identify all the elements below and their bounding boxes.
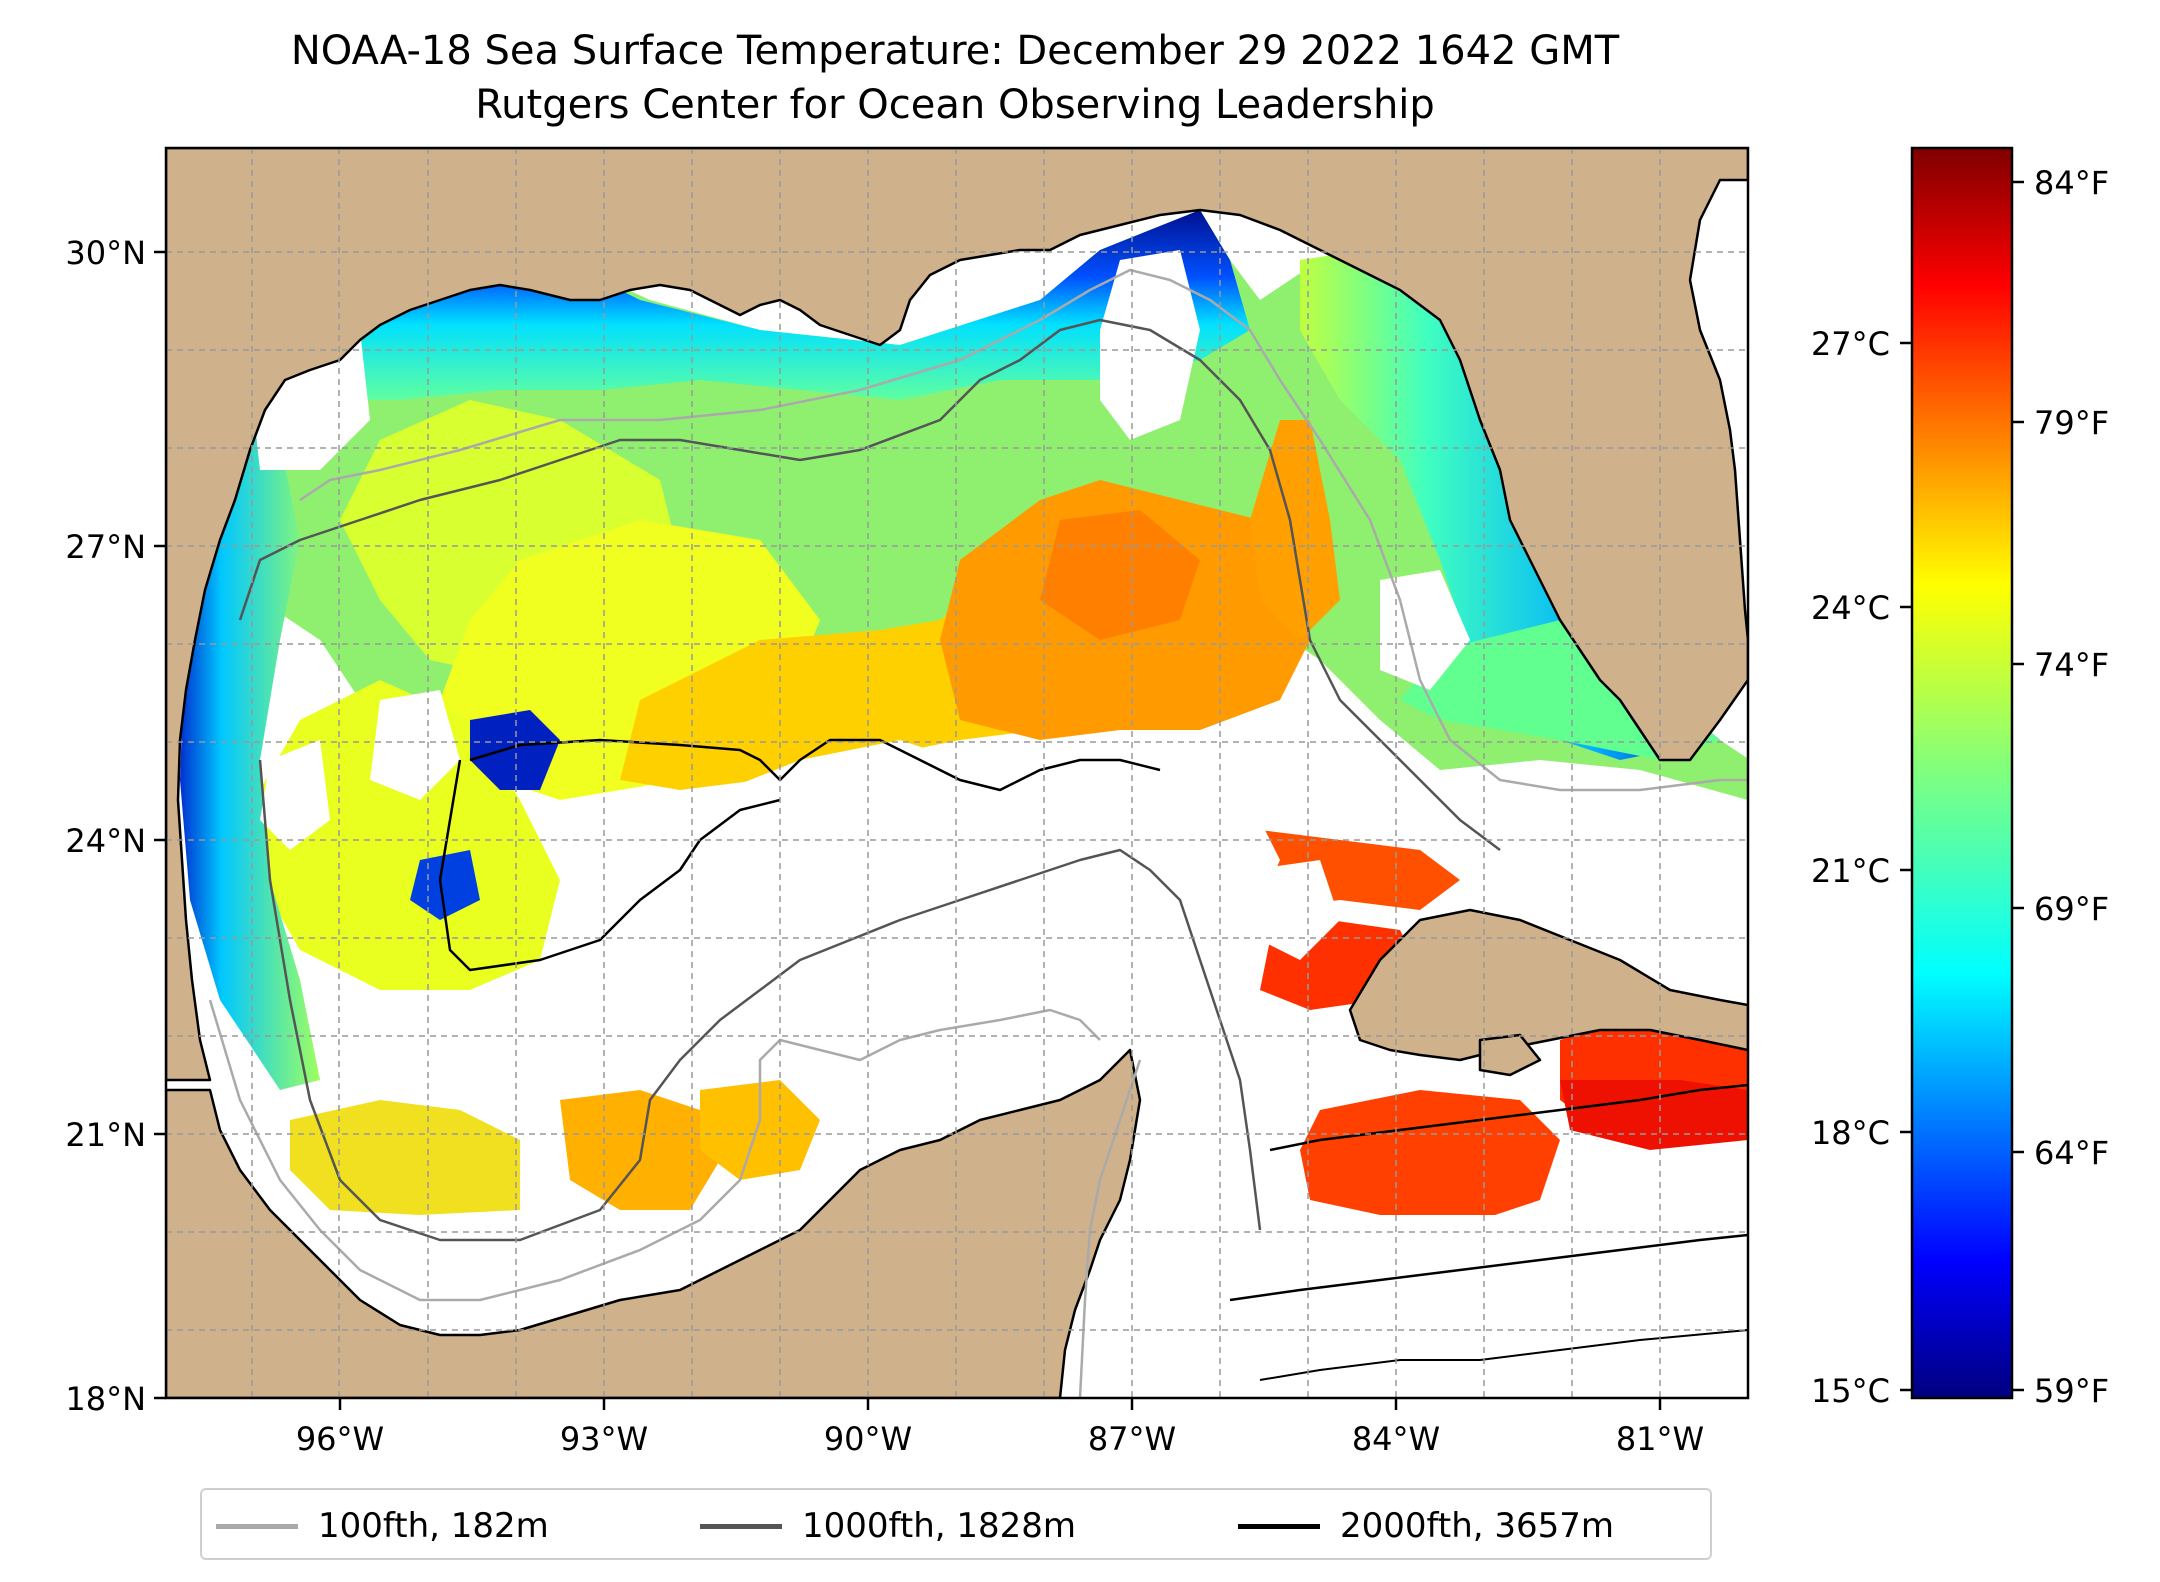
- legend-label: 1000fth, 1828m: [802, 1506, 1077, 1546]
- us-gulf-coast: [166, 148, 1748, 1082]
- map-frame: [164, 146, 1750, 1400]
- lat-tick-label: 30°N: [65, 234, 146, 272]
- fahrenheit-tick-label: 84°F: [2034, 164, 2109, 202]
- colorbar: [1910, 146, 2014, 1400]
- fahrenheit-ticks: [2012, 180, 2024, 1392]
- legend-item-1000fth: 1000fth, 1828m: [700, 1490, 1076, 1562]
- celsius-tick-label: 18°C: [1811, 1114, 1890, 1152]
- lat-tick-label: 24°N: [65, 822, 146, 860]
- legend-label: 2000fth, 3657m: [1340, 1506, 1615, 1546]
- land: [166, 148, 1748, 1398]
- lat-tick-label: 18°N: [65, 1380, 146, 1418]
- contour-2000fth: [469, 738, 1161, 792]
- lon-tick-label: 90°W: [824, 1420, 912, 1458]
- legend-item-2000fth: 2000fth, 3657m: [1238, 1490, 1614, 1562]
- lat-tick-label: 21°N: [65, 1116, 146, 1154]
- map-subtitle: Rutgers Center for Ocean Observing Leade…: [475, 82, 1435, 128]
- legend-swatch: [700, 1523, 782, 1529]
- celsius-tick-label: 24°C: [1811, 589, 1890, 627]
- celsius-ticks: [1900, 341, 1912, 1392]
- legend-swatch: [216, 1523, 298, 1529]
- legend-swatch: [1238, 1523, 1320, 1529]
- legend-label: 100fth, 182m: [318, 1506, 549, 1546]
- fahrenheit-tick-label: 74°F: [2034, 646, 2109, 684]
- lon-tick-label: 84°W: [1352, 1420, 1440, 1458]
- contour-100fth: [299, 268, 1748, 792]
- legend-item-100fth: 100fth, 182m: [216, 1490, 549, 1562]
- lon-axis: [338, 1398, 1662, 1410]
- sst-field: [180, 210, 1748, 1220]
- map-title: NOAA-18 Sea Surface Temperature: Decembe…: [290, 28, 1620, 74]
- lon-tick-label: 87°W: [1088, 1420, 1176, 1458]
- fahrenheit-tick-label: 59°F: [2034, 1372, 2109, 1410]
- celsius-tick-label: 27°C: [1811, 325, 1890, 363]
- map-area[interactable]: [166, 148, 1750, 1398]
- celsius-tick-label: 15°C: [1811, 1372, 1890, 1410]
- fahrenheit-tick-label: 64°F: [2034, 1134, 2109, 1172]
- bathymetry-contours: [208, 268, 1748, 1398]
- fahrenheit-tick-label: 79°F: [2034, 404, 2109, 442]
- mexico-coast: [166, 1048, 1142, 1398]
- contour-1000fth: [238, 318, 1501, 851]
- lat-axis: [154, 250, 166, 1400]
- lon-tick-label: 96°W: [296, 1420, 384, 1458]
- lon-tick-label: 81°W: [1616, 1420, 1704, 1458]
- contour-legend: 100fth, 182m 1000fth, 1828m 2000fth, 365…: [200, 1488, 1712, 1560]
- lon-tick-label: 93°W: [560, 1420, 648, 1458]
- lat-tick-label: 27°N: [65, 528, 146, 566]
- fahrenheit-tick-label: 69°F: [2034, 890, 2109, 928]
- cuba: [1348, 908, 1748, 1062]
- celsius-tick-label: 21°C: [1811, 852, 1890, 890]
